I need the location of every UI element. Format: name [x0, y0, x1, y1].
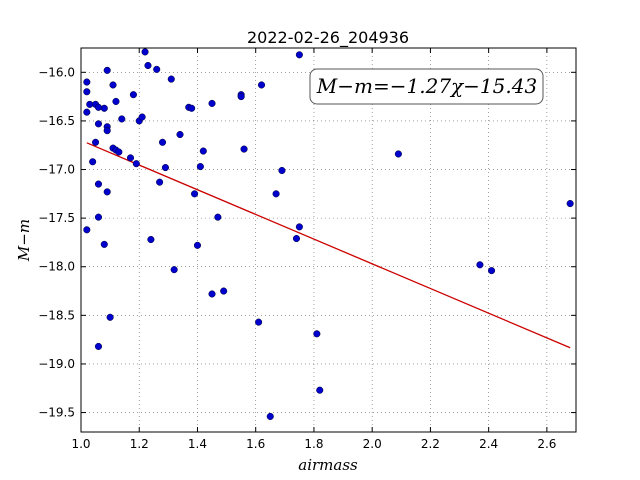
data-point — [103, 127, 111, 135]
data-point — [488, 267, 496, 275]
data-point — [196, 163, 204, 171]
data-point — [144, 61, 152, 70]
data-point — [94, 120, 103, 128]
data-point — [208, 290, 216, 298]
y-tick-label: −19.0 — [38, 357, 75, 371]
data-point — [176, 130, 184, 139]
data-point — [100, 104, 108, 112]
data-point — [126, 154, 135, 162]
data-point — [199, 147, 207, 155]
data-point — [153, 65, 161, 73]
y-tick-label: −19.5 — [38, 406, 75, 420]
data-point — [112, 97, 120, 106]
data-point — [94, 213, 103, 221]
data-point — [156, 178, 164, 186]
data-point — [295, 51, 303, 59]
data-point — [94, 103, 103, 111]
data-point — [141, 48, 149, 56]
data-point — [158, 138, 167, 146]
x-tick-label: 2.4 — [479, 437, 498, 451]
y-tick-label: −18.0 — [38, 260, 75, 274]
data-point — [208, 99, 216, 107]
x-tick-label: 1.4 — [188, 437, 207, 451]
data-point — [83, 108, 91, 116]
data-point — [272, 190, 280, 198]
data-point — [316, 386, 324, 394]
data-point — [132, 160, 140, 168]
fit-equation-box: M−m=−1.27χ−15.43 — [309, 68, 544, 105]
data-point — [115, 148, 123, 156]
data-point — [103, 188, 111, 196]
x-tick-label: 1.8 — [304, 437, 323, 451]
data-point — [566, 199, 574, 208]
y-tick-label: −18.5 — [38, 308, 75, 322]
chart-title: 2022-02-26_204936 — [247, 28, 409, 48]
data-point — [94, 342, 103, 351]
data-point — [193, 241, 202, 249]
data-point — [394, 150, 402, 158]
x-tick-label: 1.2 — [130, 437, 149, 451]
data-point — [94, 180, 103, 188]
y-axis-label: M−m — [15, 219, 33, 262]
data-point — [191, 190, 199, 198]
x-tick-label: 1.6 — [246, 437, 265, 451]
plot-area — [81, 48, 576, 432]
data-point — [214, 213, 222, 221]
data-point — [170, 266, 178, 274]
data-point — [257, 81, 266, 89]
fit-equation: M−m=−1.27χ−15.43 — [316, 74, 537, 98]
data-point — [118, 115, 126, 123]
plot-frame — [80, 47, 577, 433]
y-tick-label: −16.0 — [38, 65, 75, 79]
data-point — [83, 88, 91, 96]
data-points — [83, 48, 574, 420]
data-point — [167, 75, 175, 83]
data-point — [138, 113, 146, 121]
x-tick-label: 2.6 — [537, 437, 556, 451]
y-axis: −16.0 −16.5 −17.0 −17.5 −18.0 −18.5 −19.0 −19.5 — [38, 65, 576, 420]
y-tick-label: −16.5 — [38, 114, 75, 128]
data-point — [83, 226, 91, 234]
data-point — [129, 91, 137, 99]
data-point — [237, 93, 245, 101]
data-point — [220, 287, 228, 295]
x-tick-label: 2.2 — [421, 437, 440, 451]
data-point — [295, 223, 303, 231]
x-axis: 1.0 1.2 1.4 1.6 1.8 2.0 2.2 2.4 2.6 — [71, 48, 556, 451]
data-point — [188, 104, 196, 112]
data-point — [240, 145, 248, 153]
data-point — [255, 318, 263, 326]
data-point — [100, 240, 108, 248]
y-tick-label: −17.0 — [38, 163, 75, 177]
data-point — [313, 330, 321, 338]
fit-line — [86, 142, 571, 349]
data-point — [109, 81, 117, 89]
data-point — [266, 412, 274, 420]
data-point — [106, 313, 114, 321]
x-axis-label: airmass — [298, 456, 358, 474]
data-point — [476, 261, 484, 269]
x-tick-label: 1.0 — [71, 437, 90, 451]
data-point — [103, 66, 111, 74]
data-point — [83, 78, 91, 86]
data-point — [278, 166, 286, 175]
data-point — [161, 164, 169, 172]
x-tick-label: 2.0 — [363, 437, 382, 451]
data-point — [147, 235, 155, 244]
data-point — [292, 234, 301, 243]
y-tick-label: −17.5 — [38, 211, 75, 225]
data-point — [92, 138, 100, 146]
data-point — [89, 158, 97, 166]
